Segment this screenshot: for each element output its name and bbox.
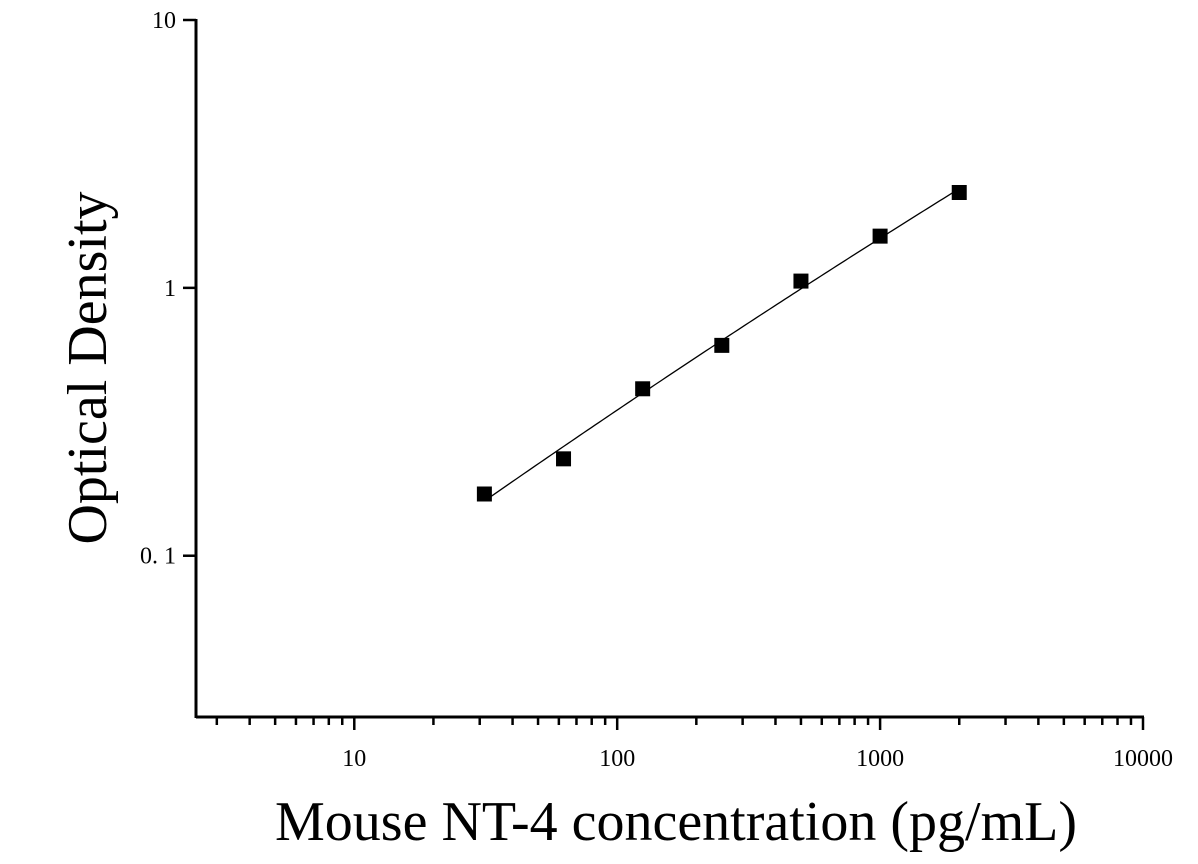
data-point [635, 381, 651, 397]
axes: 10 100 1000 10000 0. 1 1 10 [140, 8, 1173, 772]
y-axis-title: Optical Density [57, 191, 119, 544]
data-point [556, 451, 572, 467]
x-tick-label: 10 [342, 746, 366, 772]
x-tick-label: 100 [599, 746, 635, 772]
y-tick-label: 1 [164, 276, 176, 302]
y-tick-label: 10 [152, 8, 176, 34]
x-tick-label: 1000 [856, 746, 904, 772]
x-tick-label: 10000 [1113, 746, 1173, 772]
x-axis-title: Mouse NT-4 concentration (pg/mL) [275, 791, 1077, 853]
data-point [793, 273, 809, 289]
y-tick-label: 0. 1 [140, 544, 176, 570]
data-point [714, 337, 730, 353]
data-point [476, 486, 492, 502]
data-points-layer [476, 184, 967, 502]
data-point [951, 184, 967, 200]
data-point [872, 228, 888, 244]
